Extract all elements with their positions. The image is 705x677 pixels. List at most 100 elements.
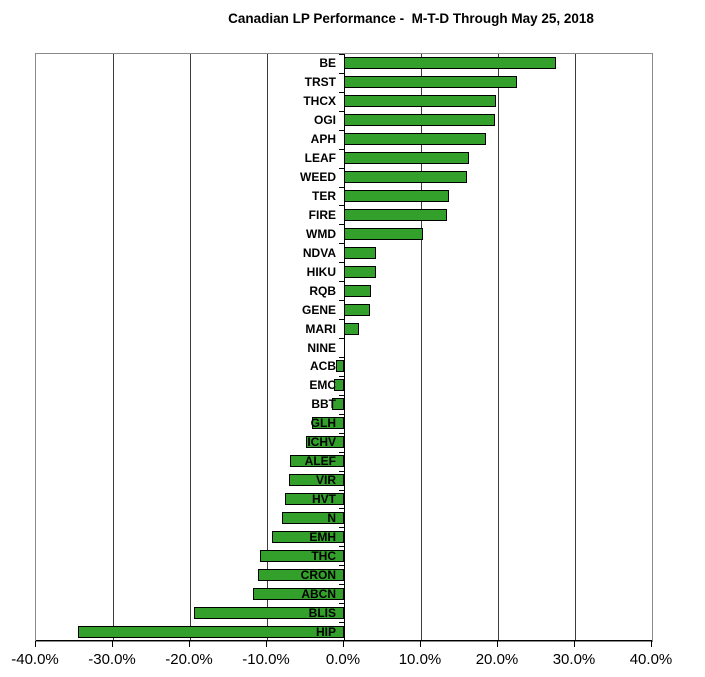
category-label: RQB [309,283,336,298]
gridline [266,54,268,641]
category-tick [339,92,344,93]
bar [289,474,344,487]
x-axis-line [36,640,652,641]
category-tick [339,622,344,623]
category-tick [339,205,344,206]
category-label: WMD [306,226,336,241]
category-label: LEAF [304,151,336,166]
category-tick [339,452,344,453]
category-tick [339,603,344,604]
category-tick [339,187,344,188]
category-label: HIKU [306,264,336,279]
category-label: GLH [310,416,336,431]
x-axis-tick-label: -40.0% [11,651,59,668]
category-tick [339,262,344,263]
category-tick [339,319,344,320]
zero-axis-line [343,54,345,641]
category-label: ICHV [307,435,336,450]
category-tick [339,471,344,472]
bar [344,284,371,297]
category-label: THC [311,548,336,563]
category-label: ABCN [301,586,336,601]
category-tick [339,395,344,396]
category-label: THCX [303,94,336,109]
plot-area: BE TRST THCX OGI APH LEAF WEED TER FIRE WMD NDVA HI… [35,53,653,642]
category-label: NDVA [302,245,336,260]
category-tick [339,357,344,358]
bar [281,511,344,524]
category-label: NINE [307,340,336,355]
category-label: CRON [300,567,336,582]
category-label: TRST [304,75,336,90]
category-tick [339,111,344,112]
x-axis-tick-label: -20.0% [165,651,213,668]
category-tick [339,640,344,641]
x-axis-tick-label: -10.0% [242,651,290,668]
gridline [112,54,114,641]
category-tick [339,433,344,434]
category-tick [339,149,344,150]
bar [306,436,344,449]
gridline [574,54,576,641]
bar [344,95,497,108]
bar [333,379,344,392]
bar [344,227,424,240]
bar [344,265,376,278]
category-tick [339,490,344,491]
x-axis-tick-label: 10.0% [398,651,442,668]
category-label: BE [319,56,336,71]
gridline [497,54,499,641]
category-label: EMC [309,378,336,393]
bar [331,398,344,411]
category-label: EMH [309,529,336,544]
x-axis-tick [342,641,344,647]
x-axis-tick-label: -30.0% [88,651,136,668]
category-tick [339,168,344,169]
bar [253,587,344,600]
bar [344,171,468,184]
bar [257,568,344,581]
category-label: OGI [313,113,336,128]
x-axis-tick [650,641,652,647]
x-axis-tick-label: 40.0% [629,651,673,668]
category-tick [339,565,344,566]
bar [193,606,344,619]
bar [285,492,344,505]
category-label: HVT [312,491,336,506]
x-axis-tick [34,641,36,647]
gridline [420,54,422,641]
category-tick [339,546,344,547]
category-label: FIRE [308,207,336,222]
category-label: MARI [305,321,336,336]
bar [312,417,344,430]
category-tick [339,527,344,528]
bar [344,303,371,316]
x-axis-tick [573,641,575,647]
x-axis-tick-label: 20.0% [475,651,519,668]
category-label: HIP [315,624,336,639]
category-label: N [327,510,336,525]
category-label: WEED [300,170,336,185]
category-tick [339,243,344,244]
x-axis-tick-label: 0.0% [325,651,361,668]
category-label: BLIS [308,605,336,620]
category-tick [339,224,344,225]
category-tick [339,281,344,282]
bar [271,530,344,543]
category-tick [339,414,344,415]
category-tick [339,508,344,509]
category-tick [339,73,344,74]
bar [344,114,495,127]
category-label: VIR [315,473,336,488]
x-axis-tick-label: 30.0% [552,651,596,668]
category-label: ACB [310,359,336,374]
bar [260,549,344,562]
bar [344,152,469,165]
category-tick [339,130,344,131]
x-axis-tick [188,641,190,647]
bar [344,76,518,89]
category-label: GENE [301,302,336,317]
category-label: BBT [311,397,336,412]
category-label: TER [312,189,336,204]
category-tick [339,376,344,377]
